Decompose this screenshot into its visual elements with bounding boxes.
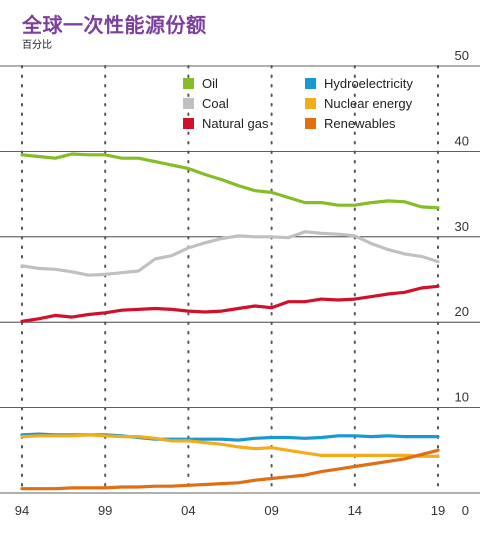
series-line-natural-gas	[20, 284, 440, 323]
x-tick-label: 99	[98, 503, 112, 518]
series-line-nuclear-energy	[20, 433, 440, 458]
legend-item-nuclear-energy: Nuclear energy	[305, 96, 412, 111]
series-line-oil	[20, 152, 440, 210]
y-tick-labels: 0 10 20 30 40 50	[455, 48, 469, 518]
legend-swatch	[305, 98, 316, 109]
legend-item-oil: Oil	[183, 76, 218, 91]
legend-label: Nuclear energy	[324, 96, 413, 111]
legend-swatch	[183, 118, 194, 129]
x-tick-labels: 94 99 04 09 14 19	[15, 503, 445, 518]
x-tick-label: 19	[431, 503, 445, 518]
legend-item-hydroelectricity: Hydroelectricity	[305, 76, 413, 91]
legend-label: Natural gas	[202, 116, 269, 131]
x-tick-label: 04	[181, 503, 195, 518]
legend-swatch	[183, 78, 194, 89]
y-tick-label: 30	[455, 219, 469, 234]
x-tick-label: 09	[264, 503, 278, 518]
legend-label: Hydroelectricity	[324, 76, 413, 91]
legend-label: Coal	[202, 96, 229, 111]
x-tick-label: 14	[348, 503, 362, 518]
legend: Oil Coal Natural gas Hydroelectricity Nuclea…	[183, 76, 428, 136]
chart-title: 全球一次性能源份额	[22, 13, 207, 37]
y-tick-label: 20	[455, 304, 469, 319]
y-tick-label: 40	[455, 133, 469, 148]
legend-label: Renewables	[324, 116, 396, 131]
series-lines	[20, 152, 440, 491]
y-tick-label: 10	[455, 390, 469, 405]
legend-swatch	[305, 118, 316, 129]
legend-swatch	[305, 78, 316, 89]
legend-item-renewables: Renewables	[305, 116, 396, 131]
x-tick-label: 94	[15, 503, 29, 518]
series-line-coal	[20, 230, 440, 277]
series-line-renewables	[20, 448, 440, 491]
legend-item-natural-gas: Natural gas	[183, 116, 268, 131]
legend-item-coal: Coal	[183, 96, 229, 111]
y-tick-label: 50	[455, 48, 469, 63]
horizontal-gridlines	[0, 65, 480, 494]
y-tick-label: 0	[462, 503, 469, 518]
legend-swatch	[183, 98, 194, 109]
chart-subtitle: 百分比	[22, 40, 52, 51]
legend-label: Oil	[202, 76, 218, 91]
